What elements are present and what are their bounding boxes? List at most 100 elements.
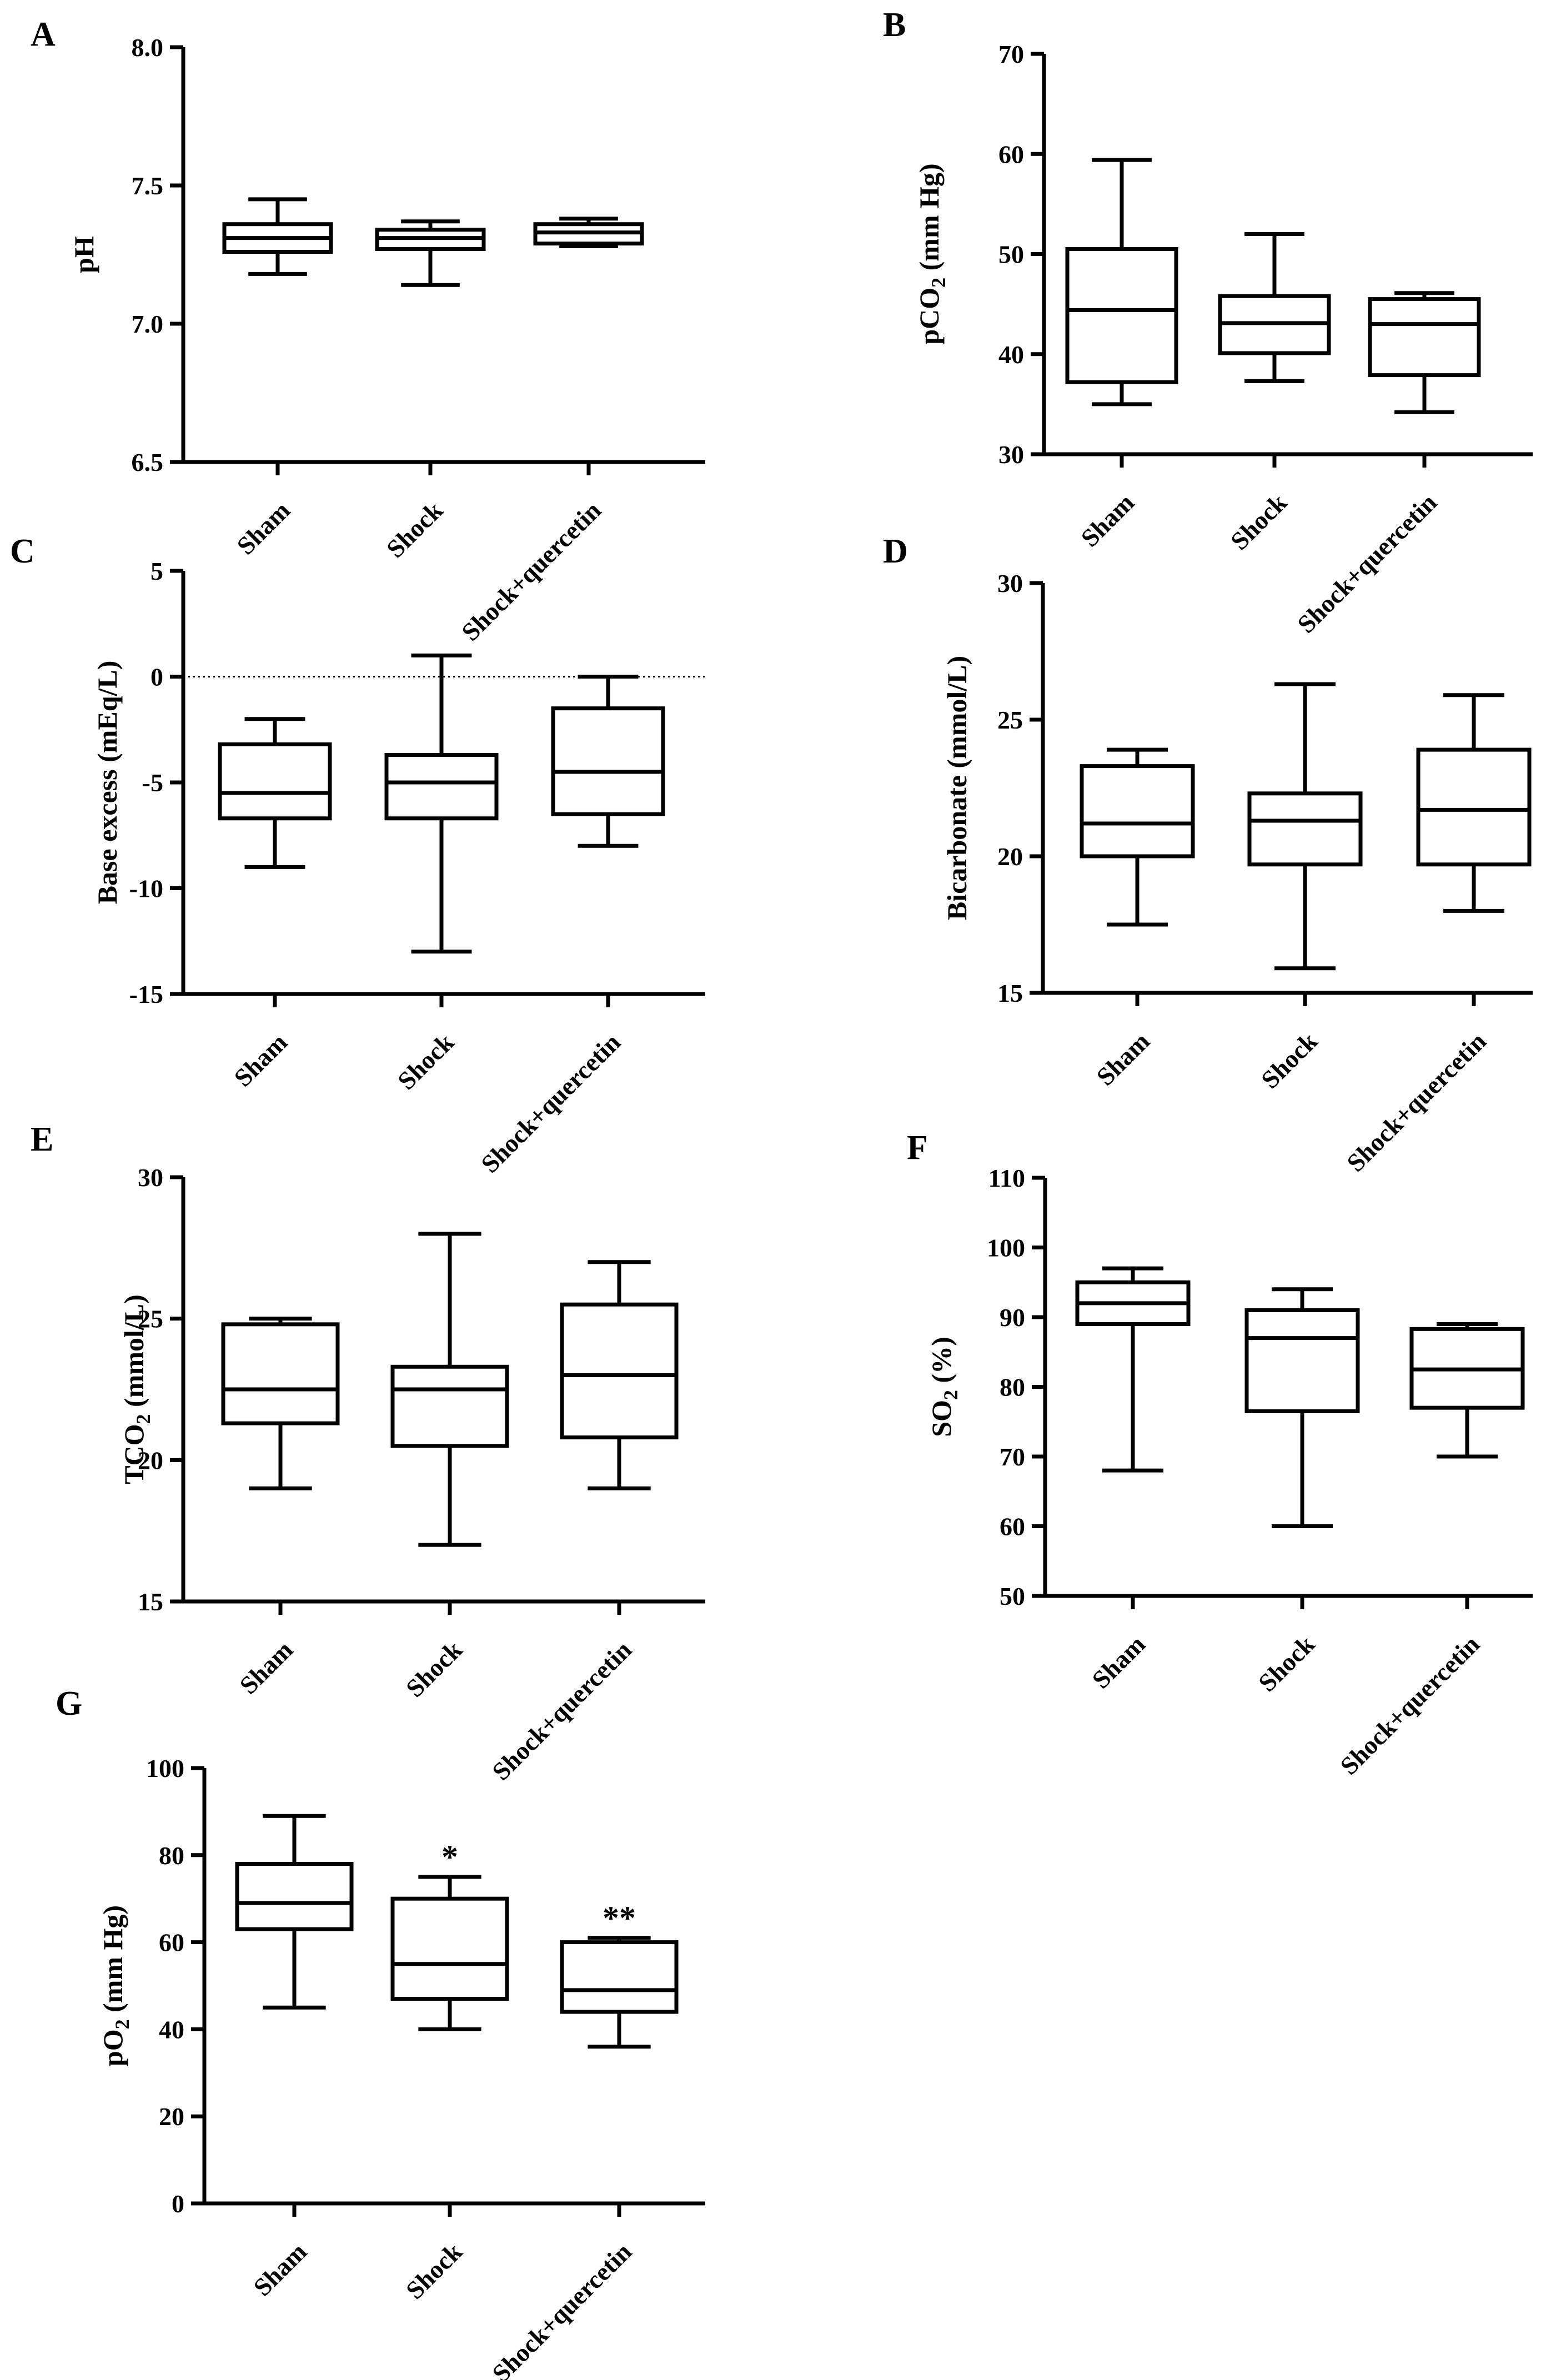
- box-shock-quercetin: Shock+quercetin: [1334, 1322, 1525, 1780]
- box-sham: Sham: [235, 1814, 354, 2302]
- y-tick-label: 0: [150, 663, 163, 691]
- box-sham: Sham: [218, 717, 332, 1092]
- x-tick-label: Sham: [248, 2237, 312, 2302]
- box-iqr: [221, 1322, 340, 1425]
- y-axis-label: pH: [68, 236, 99, 273]
- panel-label: F: [907, 1129, 928, 1167]
- box-iqr: [1244, 1308, 1360, 1413]
- y-tick-label: 30: [138, 1163, 163, 1192]
- y-axis-label-part: 2: [927, 278, 950, 288]
- panel-f: F 50 60 70 80 90 100 110 SO2 (%) Sham Shock Shock+q…: [907, 1129, 1533, 1780]
- y-tick-label: 25: [138, 1305, 163, 1333]
- y-axis-label-part: pH: [68, 236, 99, 273]
- panel-label: E: [31, 1121, 53, 1158]
- box-shock: Shock: [1247, 682, 1363, 1094]
- x-tick-label: Shock: [1253, 1630, 1320, 1697]
- y-axis-label-part: Base excess (mEq/L): [92, 661, 123, 905]
- y-tick-label: 30: [997, 569, 1023, 597]
- y-axis-label-part: (%): [926, 1337, 957, 1390]
- y-tick-label: 25: [997, 706, 1023, 734]
- y-axis-label-part: TCO: [118, 1424, 149, 1484]
- box-shock: Shock: [390, 1232, 509, 1703]
- box-sham: Sham: [1075, 1266, 1191, 1694]
- panel-label: D: [883, 533, 908, 570]
- significance-marker: *: [441, 1839, 458, 1875]
- box-shock: Shock: [384, 653, 499, 1095]
- y-tick-label: 20: [159, 2102, 184, 2131]
- y-tick-label: 40: [998, 340, 1024, 369]
- x-tick-label: Sham: [1091, 1027, 1155, 1091]
- y-tick-label: 100: [987, 1234, 1025, 1262]
- x-tick-label: Shock+quercetin: [486, 2237, 637, 2380]
- x-tick-label: Shock: [392, 1028, 459, 1095]
- y-tick-label: 8.0: [132, 33, 164, 62]
- box-iqr: [560, 1940, 679, 2014]
- box-sham: Sham: [221, 1317, 340, 1700]
- box-iqr: [384, 752, 499, 821]
- box-shock: Shock: [1244, 1287, 1360, 1697]
- panel-e: E 15 20 25 30 TCO2 (mmol/L) Sham Shock Shock+que…: [31, 1121, 705, 1786]
- y-axis-label-part: SO: [926, 1400, 957, 1437]
- y-tick-label: 80: [1000, 1373, 1025, 1402]
- panel-d: D 15 20 25 30 Bicarbonate (mmol/L) Sham Shock Sh…: [883, 533, 1533, 1177]
- x-tick-label: Shock+quercetin: [1334, 1630, 1485, 1780]
- x-tick-label: Sham: [231, 496, 295, 560]
- y-tick-label: 70: [998, 40, 1024, 68]
- box-iqr: [1368, 297, 1481, 378]
- x-tick-label: Shock+quercetin: [486, 1635, 637, 1786]
- y-axis-label-part: (mmol/L): [118, 1294, 149, 1414]
- panel-g: G 0 20 40 60 80 100 pO2 (mm Hg) Sham * Shock ** Shoc…: [56, 1685, 705, 2380]
- y-tick-label: 15: [138, 1588, 163, 1616]
- y-axis-label: pO2 (mm Hg): [97, 1905, 133, 2066]
- y-tick-label: 5: [150, 557, 163, 585]
- panel-label: G: [56, 1685, 82, 1723]
- y-tick-label: 20: [138, 1446, 163, 1474]
- box-iqr: [1416, 747, 1532, 867]
- x-tick-label: Sham: [228, 1028, 293, 1092]
- y-tick-label: 70: [1000, 1443, 1025, 1471]
- y-axis-label-part: 2: [940, 1390, 962, 1400]
- box-shock-quercetin: Shock+quercetin: [486, 1260, 679, 1786]
- x-tick-label: Shock: [400, 1635, 468, 1703]
- y-tick-label: 50: [1000, 1582, 1025, 1610]
- y-tick-label: -5: [142, 769, 163, 797]
- y-axis-label-part: Bicarbonate (mmol/L): [941, 656, 972, 920]
- box-iqr: [1247, 791, 1363, 867]
- y-axis-label-part: 2: [111, 2019, 133, 2029]
- panel-b: B 30 40 50 60 70 pCO2 (mm Hg) Sham Shock Shock+qu…: [883, 6, 1533, 639]
- x-tick-label: Shock+quercetin: [475, 1028, 626, 1178]
- x-tick-label: Shock: [1225, 488, 1292, 555]
- y-tick-label: 30: [998, 440, 1024, 469]
- y-tick-label: 60: [1000, 1513, 1025, 1541]
- panel-label: B: [883, 6, 906, 44]
- y-axis-label: SO2 (%): [926, 1337, 962, 1437]
- y-tick-label: 6.5: [132, 448, 164, 476]
- y-axis-label-part: (mm Hg): [913, 163, 945, 278]
- panel-a: A 6.5 7.0 7.5 8.0 pH Sham Shock Shock+quercetin: [31, 16, 705, 646]
- box-shock: Shock: [1218, 232, 1331, 555]
- y-tick-label: -15: [129, 980, 163, 1008]
- y-tick-label: -10: [129, 875, 163, 903]
- x-tick-label: Shock+quercetin: [1341, 1027, 1492, 1177]
- y-tick-label: 7.0: [132, 310, 164, 338]
- y-tick-label: 80: [159, 1841, 184, 1870]
- y-tick-label: 20: [997, 842, 1023, 871]
- box-iqr: [235, 1861, 354, 1931]
- y-axis-label-part: pO: [97, 2029, 128, 2066]
- y-tick-label: 100: [146, 1754, 184, 1783]
- box-shock: Shock: [375, 219, 486, 563]
- box-iqr: [551, 706, 665, 816]
- box-sham: Sham: [1080, 747, 1195, 1091]
- x-tick-label: Shock: [400, 2237, 468, 2304]
- y-tick-label: 50: [998, 240, 1024, 269]
- y-tick-label: 60: [998, 140, 1024, 168]
- y-tick-label: 90: [1000, 1303, 1025, 1332]
- y-tick-label: 15: [997, 979, 1023, 1007]
- significance-marker: **: [603, 1900, 636, 1936]
- y-tick-label: 60: [159, 1929, 184, 1957]
- box-iqr: [218, 742, 332, 821]
- box-shock: * Shock: [390, 1839, 509, 2304]
- y-tick-label: 7.5: [132, 172, 164, 200]
- x-tick-label: Shock: [381, 496, 448, 563]
